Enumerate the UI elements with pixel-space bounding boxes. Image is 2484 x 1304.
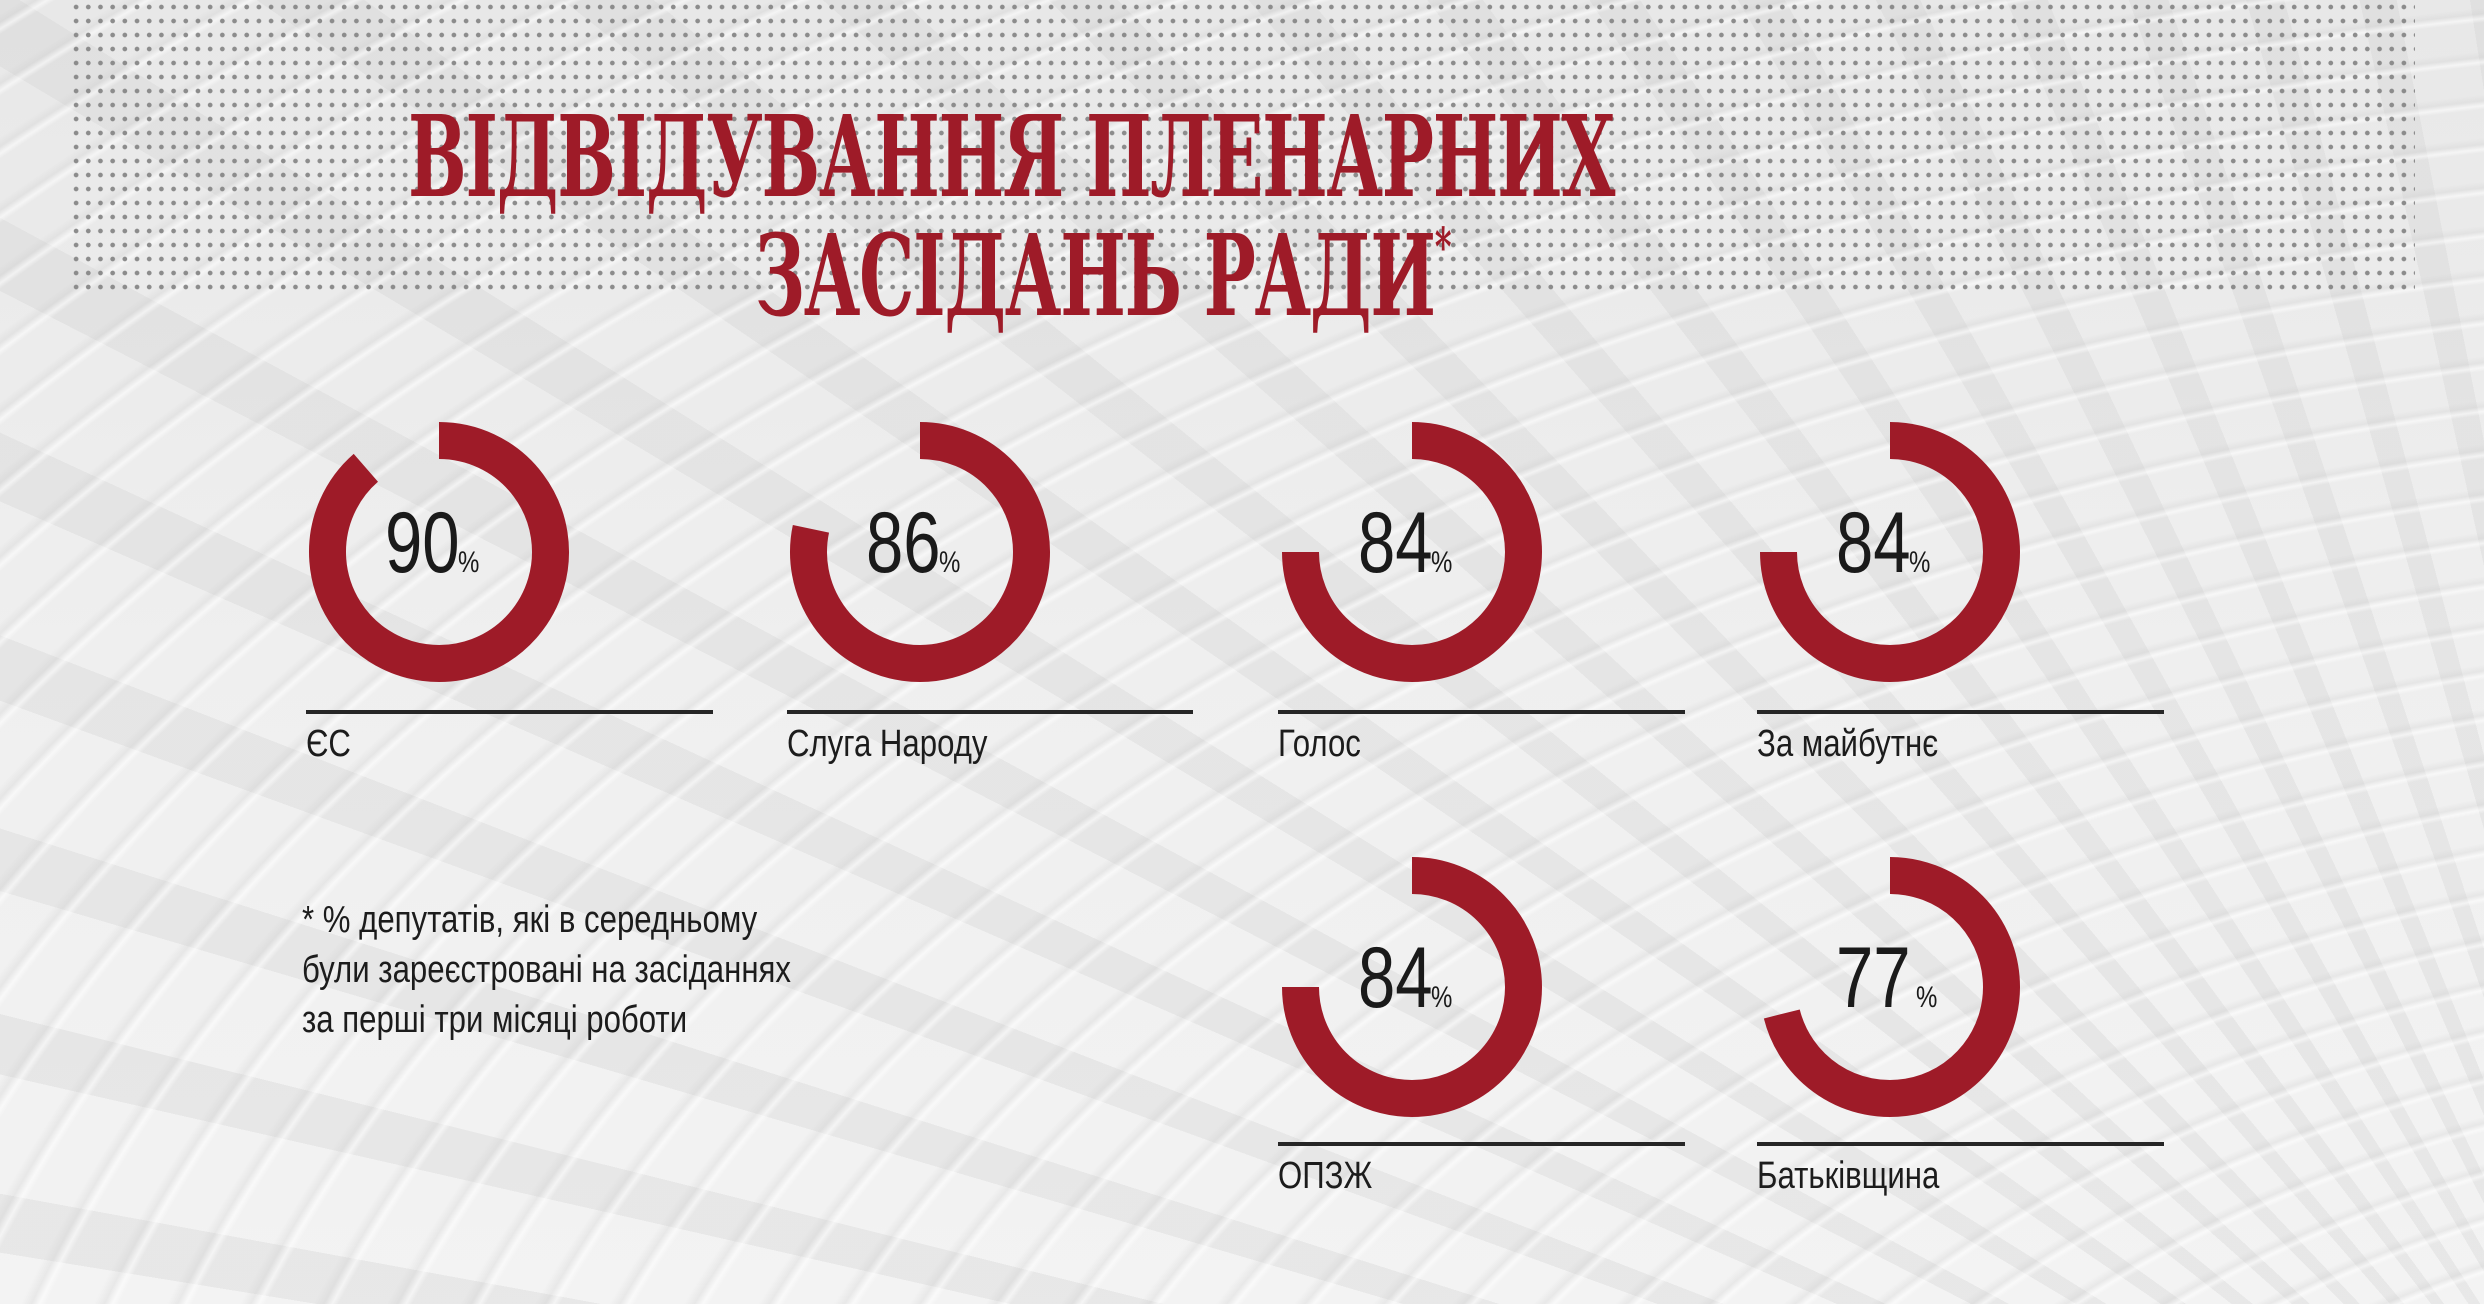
divider-line (1278, 1142, 1685, 1146)
percent-number: 84 (1358, 930, 1433, 1026)
divider-line (1757, 710, 2164, 714)
ring-value: 84% (1358, 935, 1454, 1021)
divider-line (306, 710, 713, 714)
percent-sign: % (458, 546, 480, 579)
title-line-2: ЗАСІДАНЬ РАДИ* (755, 211, 1452, 342)
ring-arc (1763, 857, 2020, 1117)
percent-number: 84 (1358, 495, 1433, 591)
title-asterisk: * (1434, 217, 1452, 278)
party-label: За майбутнє (1757, 723, 1939, 765)
percent-sign: % (939, 546, 961, 579)
percent-sign: % (1909, 546, 1931, 579)
ring-arc (1760, 422, 2020, 682)
ring-arc (790, 422, 1050, 682)
percent-number: 77 (1836, 930, 1911, 1026)
ring-value: 84% (1358, 500, 1454, 586)
percent-number: 90 (385, 495, 460, 591)
ring-arc (1282, 857, 1542, 1117)
party-label: Слуга Народу (787, 723, 988, 765)
ring-value: 84% (1836, 500, 1932, 586)
party-label: ЄС (306, 723, 351, 765)
percent-number: 86 (866, 495, 941, 591)
percent-sign: % (1916, 981, 1938, 1014)
footnote: * % депутатів, які в середньому були зар… (302, 895, 791, 1045)
footnote-line: * % депутатів, які в середньому (302, 899, 758, 941)
party-label: ОПЗЖ (1278, 1155, 1373, 1197)
divider-line (1278, 710, 1685, 714)
ring-value: 77% (1836, 930, 1937, 1026)
ring-value: 86% (866, 500, 962, 586)
divider-line (1757, 1142, 2164, 1146)
ring-value: 90% (385, 500, 481, 586)
party-label: Батьківщина (1757, 1155, 1940, 1197)
divider-line (787, 710, 1193, 714)
footnote-line: за перші три місяці роботи (302, 999, 688, 1041)
title-line-2-text: ЗАСІДАНЬ РАДИ (755, 211, 1436, 342)
ring-arc (1282, 422, 1542, 682)
ring-arc (309, 422, 569, 682)
footnote-line: були зареєстровані на засіданнях (302, 949, 792, 991)
percent-sign: % (1431, 981, 1453, 1014)
dot-pattern (70, 0, 2415, 298)
party-label: Голос (1278, 723, 1361, 765)
percent-sign: % (1431, 546, 1453, 579)
title-line-1: ВІДВІДУВАННЯ ПЛЕНАРНИХ (408, 92, 1615, 223)
percent-number: 84 (1836, 495, 1911, 591)
